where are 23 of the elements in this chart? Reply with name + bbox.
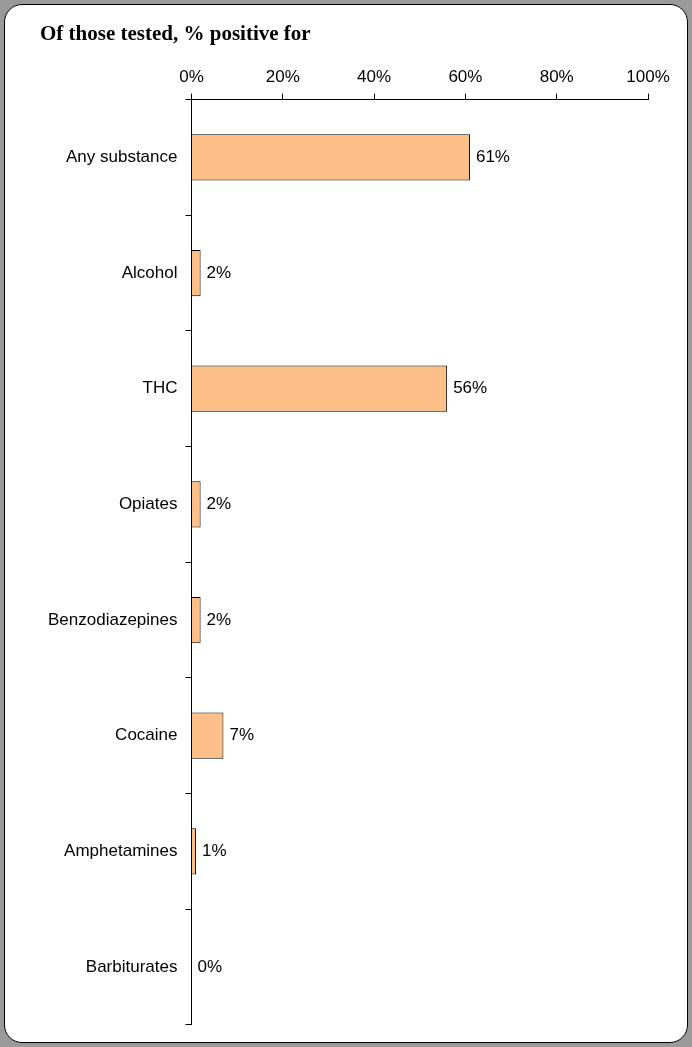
x-tick-label: 100% <box>626 67 670 87</box>
data-label: 61% <box>475 147 510 167</box>
y-tick-label: Opiates <box>118 494 178 514</box>
y-tick-label: Benzodiazepines <box>48 609 178 629</box>
y-tick-label: THC <box>142 378 178 398</box>
y-tick-label: Alcohol <box>121 262 178 282</box>
x-tick-label: 20% <box>265 67 300 87</box>
data-label: 2% <box>206 262 232 282</box>
data-label: 7% <box>229 725 255 745</box>
data-label: 2% <box>206 494 232 514</box>
data-label: 2% <box>206 609 232 629</box>
y-tick-label: Any substance <box>65 147 178 167</box>
x-tick-label: 40% <box>357 67 392 87</box>
y-tick-label: Cocaine <box>115 725 178 745</box>
y-tick-label: Barbiturates <box>85 956 178 976</box>
chart-title: Of those tested, % positive for <box>40 21 311 46</box>
y-tick-label: Amphetamines <box>64 841 178 861</box>
x-tick-label: 80% <box>539 67 574 87</box>
data-label: 1% <box>202 841 227 861</box>
data-label: 0% <box>197 956 223 976</box>
data-label: 56% <box>453 378 488 398</box>
x-tick-label: 0% <box>179 67 204 87</box>
x-tick-label: 60% <box>448 67 483 87</box>
